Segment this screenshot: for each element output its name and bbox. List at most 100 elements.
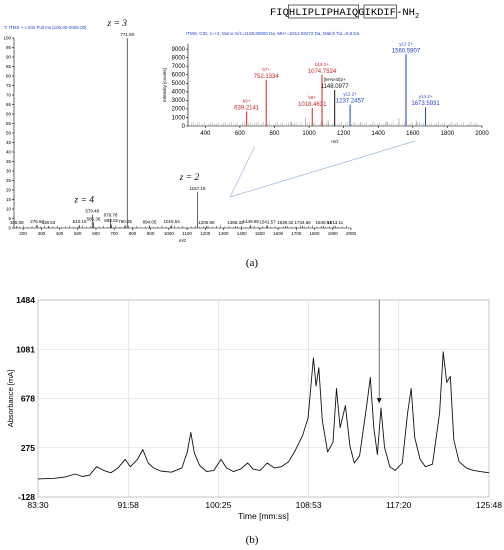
y-tick-label: 275 [21,443,35,453]
peptide-suffix: -NH [396,7,415,19]
ms1-peak-label: 894.05 [143,220,157,225]
inset-y-tick-label: 1000 [172,115,186,121]
inset-y-tick-label: 4000 [172,90,186,96]
ms1-peak-label: 165.08 [10,220,24,225]
charge-state-label: z = 4 [73,196,94,206]
inset-y-tick-label: 9000 [172,47,186,53]
ms1-x-tick-label: 2000 [346,231,357,236]
x-tick-label: 91:58 [118,500,140,510]
ms1-y-tick-label: 55 [6,121,12,126]
inset-x-tick-label: 400 [200,131,211,137]
ms1-y-tick-label: 35 [6,159,12,164]
panel-b-label: (b) [246,534,259,546]
fragment-box-2 [363,4,397,19]
peptide-middle: G [358,7,364,19]
ms1-y-tick-label: 90 [6,55,12,60]
y-tick-label: 678 [21,394,35,404]
inset-x-axis-label: m/z [331,139,339,144]
ms1-peak-label: 760.35 [118,219,132,224]
ms1-y-tick-label: 5 [8,216,11,221]
ms1-peak-label: 1639.32 [277,220,294,225]
inset-ion-label: b6+ [243,98,251,103]
inset-y-tick-label: 8000 [172,55,186,61]
ms1-y-tick-label: 45 [6,140,12,145]
x-tick-label: 108:53 [296,500,322,510]
ms1-y-tick-label: 85 [6,64,12,69]
fragment-box-1 [288,4,359,19]
ms1-y-tick-label: 40 [6,150,12,155]
inset-ion-mz: 1673.5931 [411,101,440,107]
ms1-peak-label: 771.60 [120,32,134,37]
panel-b-chromatogram: 83:30 91:58 100:25 108:53 117:20 125:48 1484 10… [6,295,502,521]
ms1-y-tick-label: 25 [6,178,12,183]
ms1-peak-label: 1015.54 [164,219,181,224]
ms1-peak-label: 338.63 [41,220,55,225]
inset-x-tick-label: 800 [269,131,280,137]
ms1-y-tick-label: 15 [6,197,12,202]
charge-state-label: z = 3 [106,19,127,29]
ms1-peak-label: 1157.19 [190,186,206,191]
x-tick-label: 100:25 [205,500,231,510]
inset-ion-mz: 752.1334 [254,74,280,80]
inset-header: ITMS, CID, z=+2, Mono m/z=1158.80000 Da,… [186,31,360,36]
ms1-peak-label: 1366.32 [227,220,244,225]
ms1-x-tick-label: 600 [92,231,100,236]
ms1-y-tick-label: 100 [3,36,11,41]
ms1-peak-label: 1849.51 [315,220,332,225]
ms1-peak-label: 1541.57 [259,220,276,225]
ms1-y-tick-label: 30 [6,169,12,174]
panel-a: FIQHLIPLIPHAIQGIKDIF-NH2 T: ITMS + c ESI… [3,4,489,269]
ms1-peak-label: 586.36 [87,216,101,221]
ms1-y-tick-label: 65 [6,102,12,107]
charge-state-label: z = 2 [179,173,200,183]
inset-ion-label: b19 2+ [315,62,329,67]
ms1-y-tick-label: 10 [6,207,12,212]
y-tick-label: 1484 [16,295,35,305]
inset-y-tick-label: 3000 [172,98,186,104]
inset-ion-label: [M-NH3]2+ [324,77,346,82]
inset-x-tick-label: 1800 [441,131,455,137]
ms1-peak-label: 1913.11 [327,220,343,225]
y-tick-label: -128 [18,492,35,502]
peptide-sequence: FIQHLIPLIPHAIQGIKDIF-NH2 [270,7,419,21]
ms1-x-tick-label: 1000 [164,231,175,236]
ms1-header: T: ITMS + c ESI Full ms [100.00-2000.00] [4,25,86,30]
ms1-x-tick-label: 1300 [218,231,229,236]
ms1-x-tick-label: 700 [110,231,118,236]
peptide-boxed-2: IKDIF [365,7,397,19]
peptide-subscript: 2 [415,13,419,21]
ms1-x-tick-label: 900 [147,231,155,236]
ms1-y-tick-label: 0 [8,226,11,231]
inset-x-tick-label: 1400 [372,131,386,137]
ms1-y-tick-label: 95 [6,45,12,50]
inset-x-tick-label: 1200 [337,131,351,137]
ms1-x-axis-label: m/z [179,238,187,243]
inset-x-tick-label: 1000 [302,131,316,137]
ms1-y-tick-label: 20 [6,188,12,193]
ms1-x-tick-label: 300 [38,231,46,236]
chromatogram-trace [37,351,490,480]
ms1-x-tick-label: 1900 [328,231,339,236]
inset-ion-mz: 1148.0977 [321,84,350,90]
peptide-boxed: HLIPLIPHAIQ [289,7,358,19]
ms1-x-tick-label: 1600 [273,231,284,236]
ms1-peak-label: 276.84 [30,219,44,224]
peptide-prefix: FIQ [270,7,289,19]
ms1-peak-label: 683.02 [104,218,118,223]
ms1-x-tick-label: 400 [56,231,64,236]
inset-ion-label: y13 2+ [399,41,413,46]
ms1-peak-label: 579.48 [85,209,99,214]
ms1-x-tick-label: 1100 [182,231,192,236]
inset-ion-mz: 1560.5907 [392,48,421,54]
inset-ion-label: b7+ [262,67,270,72]
inset-x-tick-label: 600 [235,131,246,137]
ms1-x-tick-label: 200 [19,231,27,236]
ms1-peak-label: 1205.90 [198,220,215,225]
inset-x-tick-label: 2000 [475,131,489,137]
inset-y-tick-label: 5000 [172,81,186,87]
ms1-peak-label: 679.78 [104,213,118,218]
ms2-inset-spectrum: ITMS, CID, z=+2, Mono m/z=1158.80000 Da,… [162,31,489,144]
ms1-x-tick-label: 800 [129,231,137,236]
ms1-x-tick-label: 500 [74,231,82,236]
